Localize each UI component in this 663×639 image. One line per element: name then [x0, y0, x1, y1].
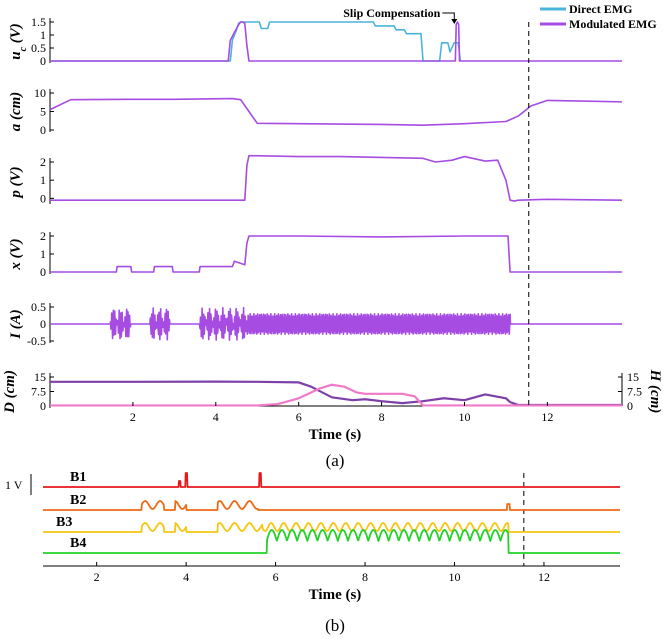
y-tick-label: -0.5 [27, 334, 46, 348]
y-axis-label: x (V) [8, 238, 24, 270]
subfigure-label-a: (a) [326, 451, 345, 470]
y-tick-label: 15 [34, 370, 46, 384]
subplot-a-p: 0 1 2 p (V) [8, 154, 623, 205]
panel-b: 2 4 6 8 10 12 Time (s) 1 V B1 B2 B3 B4 [5, 470, 621, 603]
x-tick-label-b: 6 [273, 570, 279, 584]
x-tick-label: 6 [296, 410, 302, 424]
y-tick-label: 0 [40, 317, 46, 331]
series-line-0 [49, 306, 623, 341]
y-axis-label: D (cm) [2, 370, 18, 414]
y-tick-label: 1.5 [31, 15, 46, 29]
y-axis-label-right: H (cm) [647, 369, 663, 414]
x-tick-label: 10 [458, 410, 470, 424]
channel-label-b3: B3 [56, 515, 72, 530]
series-line-direct-emg [50, 21, 462, 62]
x-tick-label: 4 [213, 410, 219, 424]
y-tick-label-right: 7.5 [627, 385, 642, 399]
x-tick-label-b: 12 [538, 570, 550, 584]
series-line-d [50, 380, 622, 407]
series-line-h [50, 383, 622, 407]
x-tick-label: 8 [379, 410, 385, 424]
y-axis-label: a (cm) [8, 92, 24, 132]
subfigure-label-b: (b) [325, 616, 345, 635]
series-line-0 [50, 154, 623, 202]
y-axis-label: uc (V) [8, 23, 29, 60]
y-tick-label: 1 [40, 173, 46, 187]
y-tick-label: 0 [40, 399, 46, 413]
y-axis-label: I (A) [8, 309, 24, 340]
y-tick-label: 0 [40, 191, 46, 205]
x-tick-label: 2 [130, 410, 136, 424]
series-line-0 [50, 235, 622, 273]
annotation-label: Slip Compensation [343, 6, 440, 20]
scale-bar-label: 1 V [5, 478, 23, 492]
y-tick-label: 7.5 [31, 385, 46, 399]
y-tick-label: 10 [34, 86, 46, 100]
y-tick-label: 2 [40, 229, 46, 243]
x-tick-label: 12 [541, 410, 553, 424]
y-tick-label-right: 15 [627, 370, 639, 384]
channel-label-b1: B1 [70, 470, 86, 485]
channel-trace-b2 [42, 500, 621, 511]
x-tick-label-b: 4 [183, 570, 189, 584]
y-axis-label: p (V) [8, 166, 24, 199]
channel-label-b2: B2 [70, 493, 86, 508]
series-line-0 [49, 97, 623, 126]
channel-trace-b3 [42, 522, 621, 533]
y-tick-label: 2 [40, 155, 46, 169]
series-line-modulated-emg [50, 21, 622, 62]
y-tick-label-right: 0 [627, 399, 633, 413]
y-tick-label: 0.5 [31, 41, 46, 55]
channel-label-b4: B4 [70, 536, 86, 551]
y-tick-label: 0 [40, 54, 46, 68]
subplot-a-a: 0 5 10 a (cm) [8, 86, 623, 137]
channel-trace-b1 [42, 472, 621, 488]
y-tick-label: 1 [40, 28, 46, 42]
channel-trace-b4 [42, 529, 621, 554]
subplot-a-I: 0.5 0 -0.5I (A) [8, 300, 623, 348]
subplot-a-x: 0 1 2 x (V) [8, 229, 622, 279]
y-tick-label: 5 [40, 105, 46, 119]
y-tick-label: 1 [40, 247, 46, 261]
x-axis-label: Time (s) [309, 427, 362, 443]
x-tick-label-b: 10 [449, 570, 461, 584]
annotation-arrowhead [451, 19, 458, 24]
x-axis-label-b: Time (s) [309, 587, 362, 603]
legend-label: Direct EMG [569, 2, 632, 16]
x-tick-label-b: 8 [362, 570, 368, 584]
annotation: Slip Compensation [343, 6, 458, 24]
y-tick-label: 0.5 [31, 300, 46, 314]
legend-label: Modulated EMG [569, 17, 657, 31]
x-tick-label-b: 2 [94, 570, 100, 584]
y-tick-label: 0 [40, 265, 46, 279]
y-tick-label: 0 [40, 123, 46, 137]
